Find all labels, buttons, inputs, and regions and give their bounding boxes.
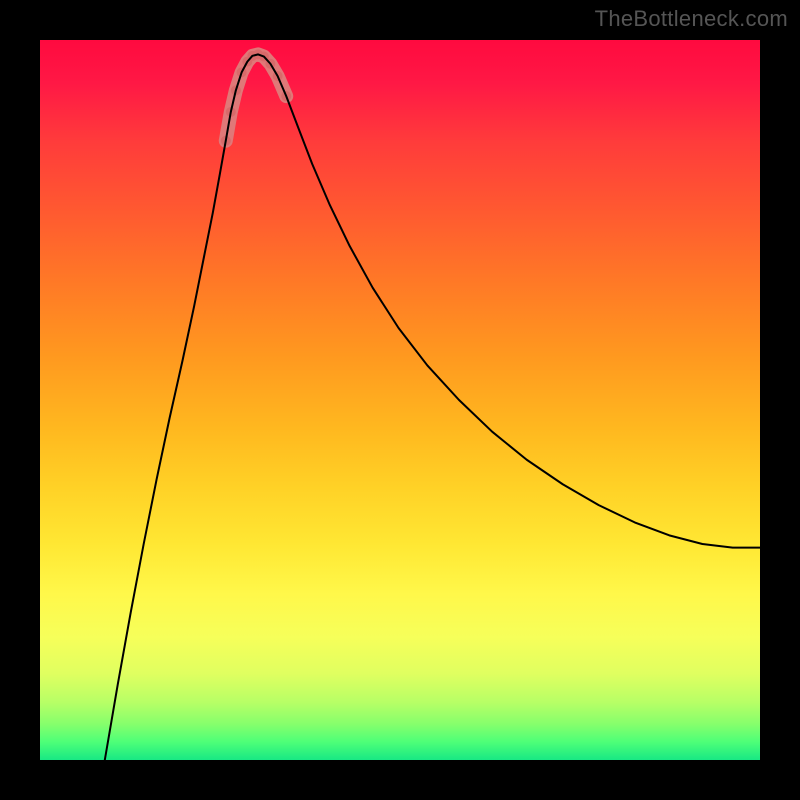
plot-background [40, 40, 760, 760]
chart-container: TheBottleneck.com [0, 0, 800, 800]
bottleneck-curve-chart [0, 0, 800, 800]
